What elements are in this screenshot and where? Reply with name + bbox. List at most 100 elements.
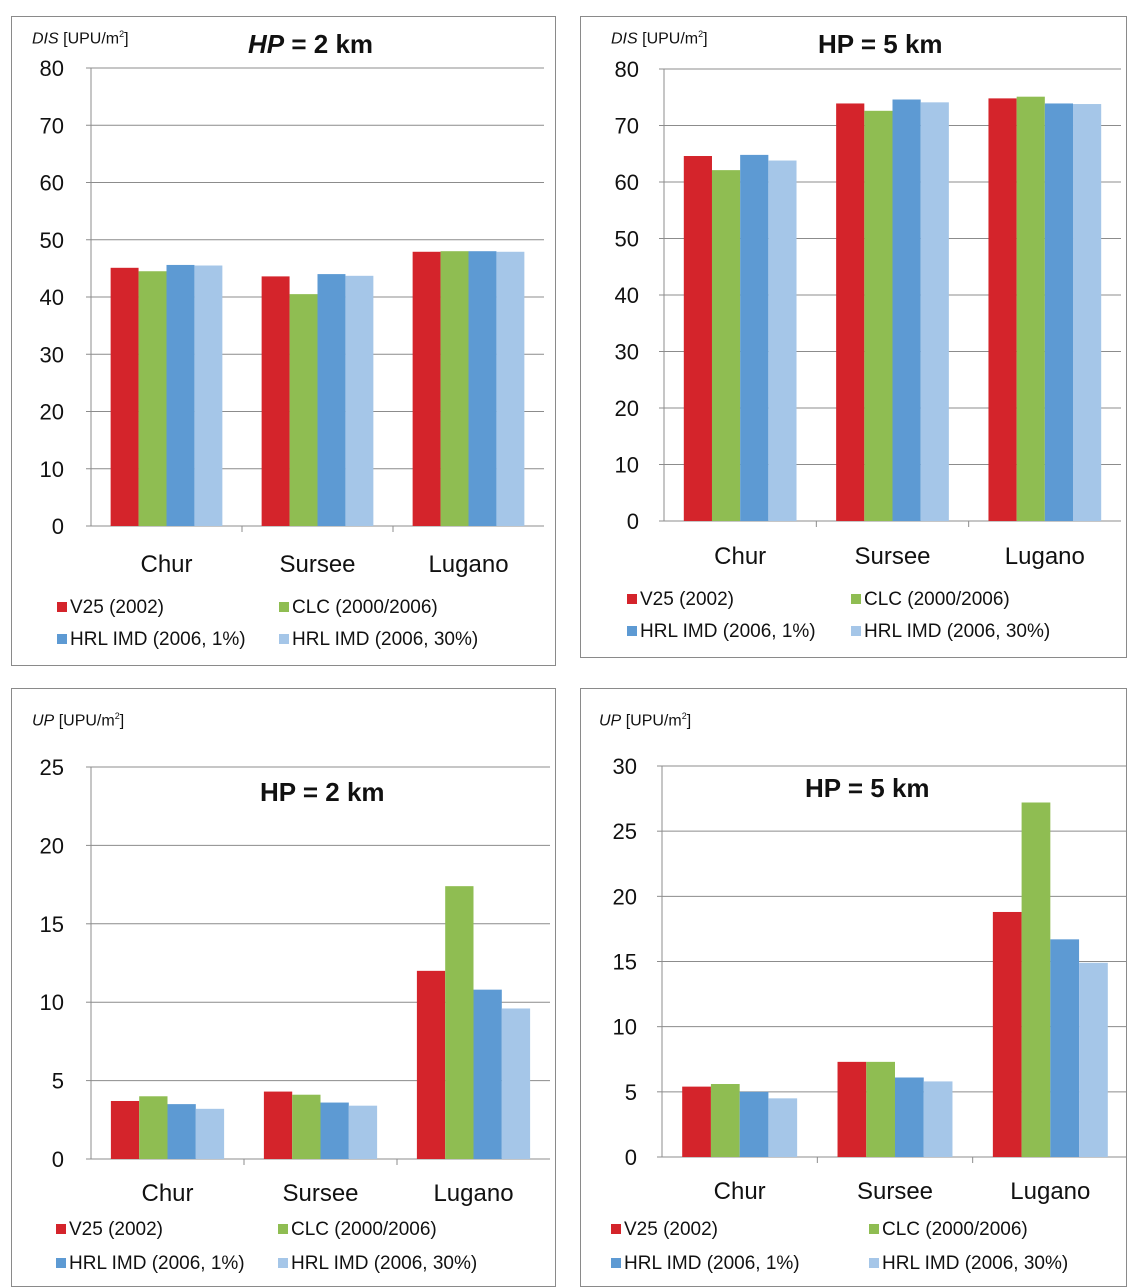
y-tick-label: 25 — [40, 755, 64, 780]
bar-chart: 0 10 20 30 40 50 60 70 80 Chur Sursee Lugano — [615, 57, 1121, 570]
bar — [837, 1061, 867, 1157]
legend-swatch — [57, 602, 67, 612]
y-tick-label: 15 — [40, 912, 64, 937]
bar — [110, 1100, 140, 1159]
bar — [892, 99, 921, 521]
bar — [473, 989, 502, 1159]
chart-title: HP = 2 km — [248, 29, 374, 59]
legend-swatch — [278, 1224, 288, 1234]
bar — [289, 294, 318, 526]
bar — [501, 1008, 531, 1159]
bar — [195, 1108, 225, 1159]
bar — [166, 264, 195, 526]
bar-chart: 0 10 20 30 40 50 60 70 80 Chur Sursee Lugano — [40, 56, 544, 578]
y-tick-label: 5 — [52, 1069, 64, 1094]
y-tick-label: 0 — [52, 514, 64, 539]
y-tick-label: 60 — [40, 171, 64, 196]
y-tick-label: 10 — [613, 1015, 637, 1040]
x-category-label: Lugano — [433, 1180, 513, 1207]
y-tick-label: 30 — [613, 754, 637, 779]
bar — [139, 1096, 168, 1159]
legend-item-clc: CLC (2000/2006) — [279, 597, 438, 619]
chart-title: HP = 5 km — [805, 773, 930, 803]
y-tick-label: 30 — [615, 340, 639, 365]
chart-panel-up-5km: UP [UPU/m2] HP = 5 km 0 5 10 15 20 25 30 Chur Su… — [580, 688, 1127, 1287]
y-tick-label: 80 — [40, 56, 64, 81]
y-tick-label: 10 — [615, 453, 639, 478]
bar — [445, 886, 474, 1159]
legend-swatch — [851, 626, 861, 636]
bar — [468, 251, 497, 526]
bar — [768, 1098, 798, 1157]
x-category-label: Lugano — [428, 551, 508, 578]
legend-item-hrl-30: HRL IMD (2006, 30%) — [279, 629, 478, 651]
bar — [923, 1081, 953, 1157]
bar — [864, 110, 893, 521]
bar — [261, 276, 290, 526]
x-category-label: Chur — [714, 543, 766, 570]
chart-title: HP = 2 km — [260, 777, 385, 807]
legend-item-hrl-1: HRL IMD (2006, 1%) — [57, 629, 246, 651]
y-tick-label: 10 — [40, 990, 64, 1015]
y-tick-label: 20 — [40, 400, 64, 425]
bar — [711, 170, 741, 521]
bar — [348, 1105, 378, 1159]
y-tick-label: 80 — [615, 57, 639, 82]
legend-item-hrl-1: HRL IMD (2006, 1%) — [627, 621, 816, 643]
legend-swatch — [627, 626, 637, 636]
legend-swatch — [611, 1224, 621, 1234]
bar — [988, 98, 1017, 521]
bar — [740, 154, 769, 521]
chart-title: HP = 5 km — [818, 29, 943, 59]
bar — [1079, 962, 1108, 1157]
y-tick-label: 10 — [40, 457, 64, 482]
legend-item-v25: V25 (2002) — [57, 597, 164, 619]
legend-item-v25: V25 (2002) — [611, 1219, 718, 1241]
bar — [710, 1084, 740, 1157]
legend-item-hrl-1: HRL IMD (2006, 1%) — [611, 1253, 800, 1275]
y-tick-label: 60 — [615, 170, 639, 195]
legend-item-clc: CLC (2000/2006) — [851, 589, 1010, 611]
x-category-label: Sursee — [279, 551, 355, 578]
y-tick-label: 15 — [613, 950, 637, 975]
bar — [739, 1091, 769, 1157]
bar — [1050, 939, 1080, 1157]
legend-swatch — [279, 634, 289, 644]
bar — [836, 103, 865, 521]
x-category-label: Sursee — [857, 1178, 933, 1205]
legend-item-hrl-1: HRL IMD (2006, 1%) — [56, 1253, 245, 1275]
bar — [138, 271, 167, 526]
y-tick-label: 70 — [40, 113, 64, 138]
bar — [345, 275, 374, 526]
x-category-label: Sursee — [282, 1180, 358, 1207]
y-tick-label: 0 — [52, 1147, 64, 1172]
bar — [496, 251, 525, 526]
y-tick-label: 5 — [625, 1080, 637, 1105]
bar-chart: 0 5 10 15 20 25 30 Chur Sursee Lugano — [613, 754, 1127, 1205]
bar — [292, 1094, 321, 1159]
chart-panel-dis-5km: DIS [UPU/m2] HP = 5 km 0 10 20 30 40 50 60 70 80… — [580, 16, 1127, 658]
legend-swatch — [57, 634, 67, 644]
y-tick-label: 20 — [615, 396, 639, 421]
bar — [682, 1086, 711, 1157]
bar — [1021, 802, 1051, 1157]
legend-swatch — [279, 602, 289, 612]
legend-item-hrl-30: HRL IMD (2006, 30%) — [869, 1253, 1068, 1275]
bar — [412, 251, 441, 526]
bar — [768, 160, 797, 521]
y-tick-label: 40 — [40, 285, 64, 310]
bar — [194, 265, 223, 526]
x-category-label: Chur — [140, 551, 192, 578]
bar — [416, 970, 446, 1159]
y-tick-label: 30 — [40, 342, 64, 367]
bar — [110, 267, 139, 526]
legend-item-hrl-30: HRL IMD (2006, 30%) — [851, 621, 1050, 643]
x-category-label: Chur — [714, 1178, 766, 1205]
bar — [866, 1061, 895, 1157]
legend-item-clc: CLC (2000/2006) — [278, 1219, 437, 1241]
bar — [920, 102, 949, 522]
x-category-label: Sursee — [854, 543, 930, 570]
bar — [683, 156, 712, 521]
bar — [317, 274, 346, 526]
legend-swatch — [611, 1258, 621, 1268]
